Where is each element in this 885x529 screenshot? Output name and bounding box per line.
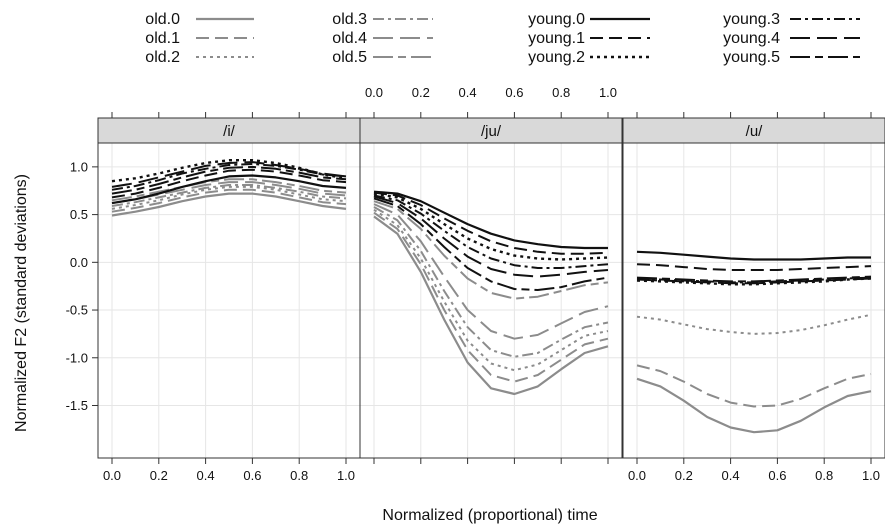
x-tick-label: 0.8 (552, 85, 570, 100)
series-line-young-4 (373, 195, 609, 278)
series-line-young-4 (111, 161, 347, 188)
x-tick-label: 0.4 (722, 468, 740, 483)
series-line-old-5 (111, 178, 347, 202)
x-tick-label: 0.0 (628, 468, 646, 483)
gridlines (623, 143, 885, 458)
y-tick-label: -1.5 (66, 398, 88, 413)
legend-label-old-1: old.1 (145, 30, 180, 47)
panel-border (622, 142, 885, 459)
x-tick-label: 0.6 (768, 468, 786, 483)
panel-3: /u/ (622, 117, 885, 459)
legend-label-young-1: young.1 (528, 30, 585, 47)
y-axis-label: Normalized F2 (standard deviations) (13, 174, 30, 432)
legend-label-old-2: old.2 (145, 49, 180, 66)
y-tick-label: 0.0 (70, 255, 88, 270)
series-line-old-0 (373, 215, 609, 396)
panels: /i/ /ju/ /u/ (97, 117, 885, 459)
series-line-young-0 (111, 174, 347, 205)
x-tick-label: 0.6 (505, 85, 523, 100)
legend-label-young-2: young.2 (528, 49, 585, 66)
series-lines (111, 158, 347, 217)
legend-label-young-3: young.3 (723, 11, 780, 28)
x-tick-label: 0.8 (815, 468, 833, 483)
legend-label-old-4: old.4 (332, 30, 367, 47)
y-tick-label: -0.5 (66, 303, 88, 318)
series-line-young-5 (111, 165, 347, 195)
series-line-young-0 (636, 250, 871, 261)
series-line-old-3 (111, 184, 347, 207)
series-line-young-5 (636, 275, 872, 283)
series-line-old-1 (111, 188, 347, 213)
series-line-young-3 (373, 194, 609, 269)
legend-label-young-4: young.4 (723, 30, 780, 47)
series-line-young-1 (111, 168, 347, 199)
series-line-old-2 (373, 208, 609, 372)
series-line-young-5 (373, 197, 609, 291)
x-tick-label: 1.0 (862, 468, 880, 483)
x-tick-label: 1.0 (337, 468, 355, 483)
x-tick-label: 0.2 (675, 468, 693, 483)
x-tick-label: 0.4 (459, 85, 477, 100)
panel-border (359, 142, 623, 459)
legend-label-young-0: young.0 (528, 11, 585, 28)
legend: old.0 old.1 old.2 old.3 old.4 old.5 young.0 you… (145, 11, 860, 66)
x-tick-label: 0.8 (290, 468, 308, 483)
x-tick-label: 1.0 (599, 85, 617, 100)
legend-label-old-5: old.5 (332, 49, 367, 66)
series-line-old-2 (111, 185, 347, 210)
y-tick-label: 0.5 (70, 207, 88, 222)
series-line-old-1 (373, 211, 609, 383)
series-line-old-1 (636, 364, 872, 408)
strip-background (359, 117, 623, 144)
series-line-young-0 (373, 190, 608, 250)
gridlines (360, 143, 622, 458)
series-line-old-4 (373, 203, 609, 340)
series-line-old-0 (636, 377, 872, 434)
y-tick-label: 1.0 (70, 159, 88, 174)
strip-label: /i/ (223, 123, 236, 140)
x-tick-label: 0.0 (365, 85, 383, 100)
legend-label-young-5: young.5 (723, 49, 780, 66)
strip-background (97, 117, 361, 144)
strip-label: /u/ (746, 123, 764, 140)
series-line-old-3 (373, 206, 609, 358)
legend-label-old-3: old.3 (332, 11, 367, 28)
series-line-young-1 (373, 191, 609, 255)
series-lines (373, 190, 609, 396)
panel-2: /ju/ (359, 117, 623, 459)
legend-label-old-0: old.0 (145, 11, 180, 28)
axes: 0.0 0.2 0.4 0.6 0.8 1.0 0.0 0.2 0.4 0.6 0.8 1.0 0.0 0… (66, 85, 880, 483)
series-line-young-4 (636, 277, 872, 285)
panel-1: /i/ (97, 117, 361, 459)
series-line-old-2 (636, 313, 872, 335)
x-axis-label: Normalized (proportional) time (382, 507, 597, 524)
series-line-young-1 (636, 263, 872, 271)
strip-label: /ju/ (481, 123, 502, 140)
x-tick-label: 0.6 (243, 468, 261, 483)
x-tick-label: 0.2 (412, 85, 430, 100)
x-tick-label: 0.2 (150, 468, 168, 483)
x-tick-label: 0.0 (103, 468, 121, 483)
y-tick-label: -1.0 (66, 350, 88, 365)
series-lines (636, 250, 872, 434)
strip-background (622, 117, 885, 144)
series-line-old-0 (111, 192, 347, 217)
x-tick-label: 0.4 (197, 468, 215, 483)
series-line-old-5 (373, 200, 609, 300)
